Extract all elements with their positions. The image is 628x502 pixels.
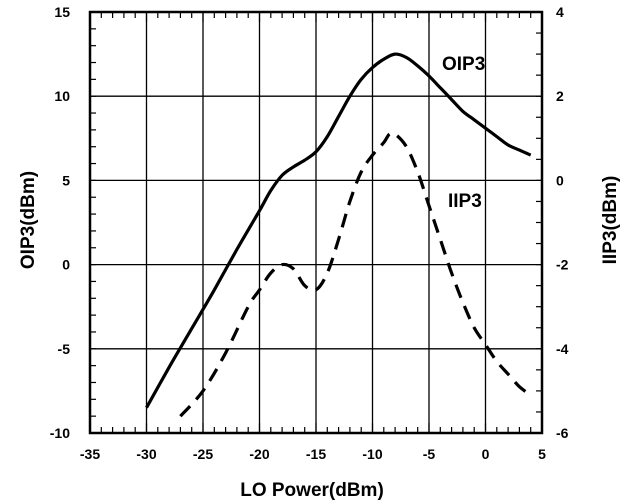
y-right-tick-label: -4 bbox=[556, 341, 569, 357]
y-right-tick-label: 2 bbox=[556, 88, 564, 104]
x-tick-label: -10 bbox=[362, 446, 382, 462]
y-left-tick-labels: -10 -5 0 5 10 15 bbox=[50, 4, 70, 441]
x-tick-label: -25 bbox=[193, 446, 213, 462]
x-tick-label: -15 bbox=[306, 446, 326, 462]
y-right-tick-label: -2 bbox=[556, 257, 569, 273]
grid bbox=[90, 12, 542, 433]
x-tick-label: 5 bbox=[538, 446, 546, 462]
y-left-tick-label: 10 bbox=[54, 88, 70, 104]
y-right-tick-label: -6 bbox=[556, 425, 569, 441]
x-tick-label: 0 bbox=[482, 446, 490, 462]
plot-frame bbox=[88, 10, 544, 435]
x-tick-label: -5 bbox=[423, 446, 436, 462]
y-right-tick-label: 4 bbox=[556, 4, 564, 20]
x-tick-labels: -35 -30 -25 -20 -15 -10 -5 0 5 bbox=[80, 446, 546, 462]
x-tick-label: -30 bbox=[136, 446, 156, 462]
y-left-axis-title: OIP3(dBm) bbox=[18, 171, 39, 269]
x-tick-label: -35 bbox=[80, 446, 100, 462]
y-right-tick-labels: -6 -4 -2 0 2 4 bbox=[556, 4, 569, 441]
iip3-series-label: IIP3 bbox=[448, 191, 482, 212]
series-line-iip3 bbox=[179, 131, 532, 418]
y-right-tick-label: 0 bbox=[556, 172, 564, 188]
x-tick-label: -20 bbox=[249, 446, 269, 462]
y-left-tick-label: 15 bbox=[54, 4, 70, 20]
series-layer bbox=[145, 52, 532, 418]
y-left-tick-label: -5 bbox=[58, 341, 71, 357]
oip3-series-label: OIP3 bbox=[442, 54, 485, 75]
x-axis-title: LO Power(dBm) bbox=[240, 480, 384, 501]
y-left-tick-label: -10 bbox=[50, 425, 70, 441]
y-left-tick-label: 0 bbox=[62, 257, 70, 273]
series-line-oip3 bbox=[145, 52, 532, 409]
y-left-tick-label: 5 bbox=[62, 172, 70, 188]
y-right-axis-title: IIP3(dBm) bbox=[600, 176, 621, 265]
